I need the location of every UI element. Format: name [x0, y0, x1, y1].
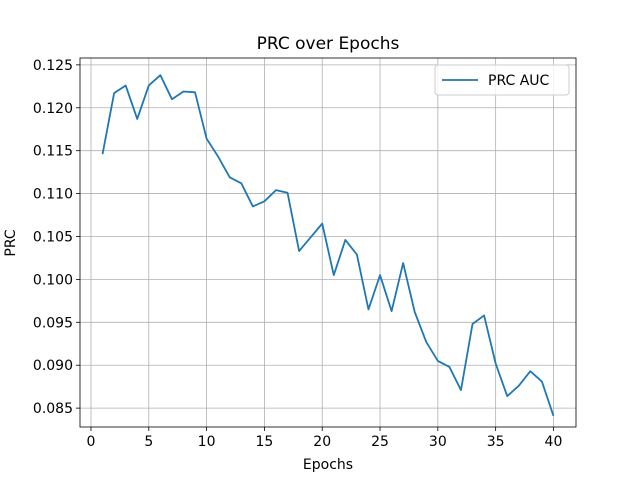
y-axis-label: PRC — [3, 229, 19, 256]
legend-label: PRC AUC — [488, 73, 550, 89]
x-axis-label: Epochs — [303, 457, 353, 473]
x-axis-ticks: 0 5 10 15 20 25 30 35 40 — [87, 427, 563, 450]
y-axis-ticks: 0.085 0.090 0.095 0.100 0.105 0.110 0.115 0.120… — [33, 58, 80, 417]
x-tick-label: 5 — [144, 434, 153, 450]
legend: PRC AUC — [434, 64, 570, 96]
legend-box — [434, 64, 570, 96]
x-tick-label: 10 — [198, 434, 216, 450]
y-tick-label: 0.110 — [33, 187, 73, 203]
series-line-prc-auc — [101, 74, 555, 417]
y-tick-label: 0.125 — [33, 58, 73, 74]
y-tick-label: 0.085 — [33, 401, 73, 417]
x-tick-label: 25 — [371, 434, 389, 450]
y-tick-label: 0.100 — [33, 272, 73, 288]
chart-title: PRC over Epochs — [257, 34, 400, 54]
x-tick-label: 30 — [429, 434, 447, 450]
x-tick-label: 35 — [487, 434, 505, 450]
y-tick-label: 0.105 — [33, 229, 73, 245]
grid-lines — [80, 58, 576, 427]
series-layer — [101, 74, 555, 417]
x-tick-label: 15 — [255, 434, 273, 450]
y-tick-label: 0.090 — [33, 358, 73, 374]
y-tick-label: 0.095 — [33, 315, 73, 331]
x-tick-label: 40 — [545, 434, 563, 450]
x-tick-label: 20 — [313, 434, 331, 450]
y-tick-label: 0.120 — [33, 101, 73, 117]
y-tick-label: 0.115 — [33, 144, 73, 160]
plot-frame — [79, 57, 577, 428]
x-tick-label: 0 — [87, 434, 96, 450]
